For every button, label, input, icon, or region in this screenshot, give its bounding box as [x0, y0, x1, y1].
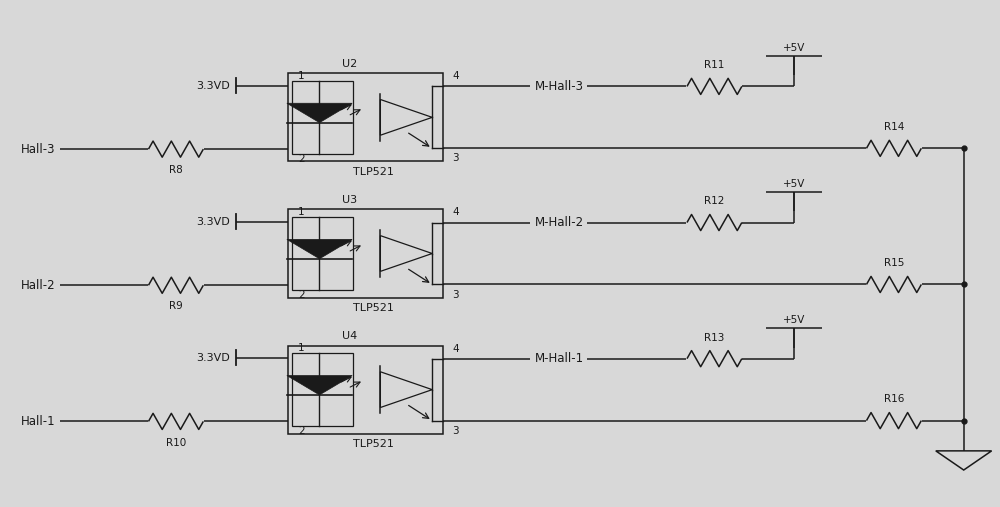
Text: R8: R8 — [169, 165, 183, 175]
Text: U2: U2 — [342, 59, 358, 69]
Text: 2: 2 — [298, 154, 305, 164]
Text: 1: 1 — [298, 343, 305, 353]
Text: R14: R14 — [884, 122, 904, 132]
Text: U4: U4 — [342, 332, 358, 342]
Polygon shape — [287, 376, 352, 395]
Bar — [292, 81, 353, 154]
Text: 2: 2 — [298, 291, 305, 300]
Bar — [288, 346, 443, 434]
Text: U3: U3 — [342, 195, 357, 205]
Text: 3.3VD: 3.3VD — [196, 81, 230, 91]
Text: TLP521: TLP521 — [353, 166, 394, 176]
Text: 3: 3 — [453, 154, 459, 163]
Bar — [288, 73, 443, 161]
Bar — [288, 209, 443, 298]
Text: R15: R15 — [884, 259, 904, 268]
Text: 3.3VD: 3.3VD — [196, 216, 230, 227]
Text: Hall-3: Hall-3 — [21, 142, 56, 156]
Text: Hall-2: Hall-2 — [21, 279, 56, 292]
Text: 4: 4 — [453, 207, 459, 218]
Text: +5V: +5V — [783, 179, 805, 189]
Text: TLP521: TLP521 — [353, 439, 394, 449]
Text: R16: R16 — [884, 394, 904, 405]
Polygon shape — [287, 239, 352, 259]
Text: +5V: +5V — [783, 43, 805, 53]
Text: R10: R10 — [166, 438, 186, 448]
Text: 2: 2 — [298, 426, 305, 437]
Text: 1: 1 — [298, 207, 305, 216]
Text: 4: 4 — [453, 344, 459, 353]
Text: 3.3VD: 3.3VD — [196, 353, 230, 363]
Text: 1: 1 — [298, 70, 305, 81]
Text: R9: R9 — [169, 301, 183, 311]
Text: R12: R12 — [704, 196, 725, 206]
Text: M-Hall-1: M-Hall-1 — [535, 352, 584, 365]
Bar — [292, 218, 353, 289]
Text: M-Hall-3: M-Hall-3 — [535, 80, 584, 93]
Text: R11: R11 — [704, 60, 725, 70]
Bar — [292, 353, 353, 426]
Text: 4: 4 — [453, 71, 459, 81]
Text: +5V: +5V — [783, 315, 805, 325]
Text: R13: R13 — [704, 333, 725, 343]
Text: M-Hall-2: M-Hall-2 — [535, 216, 584, 229]
Text: 3: 3 — [453, 426, 459, 436]
Text: TLP521: TLP521 — [353, 303, 394, 313]
Text: Hall-1: Hall-1 — [21, 415, 56, 428]
Text: 3: 3 — [453, 289, 459, 300]
Polygon shape — [287, 103, 352, 123]
